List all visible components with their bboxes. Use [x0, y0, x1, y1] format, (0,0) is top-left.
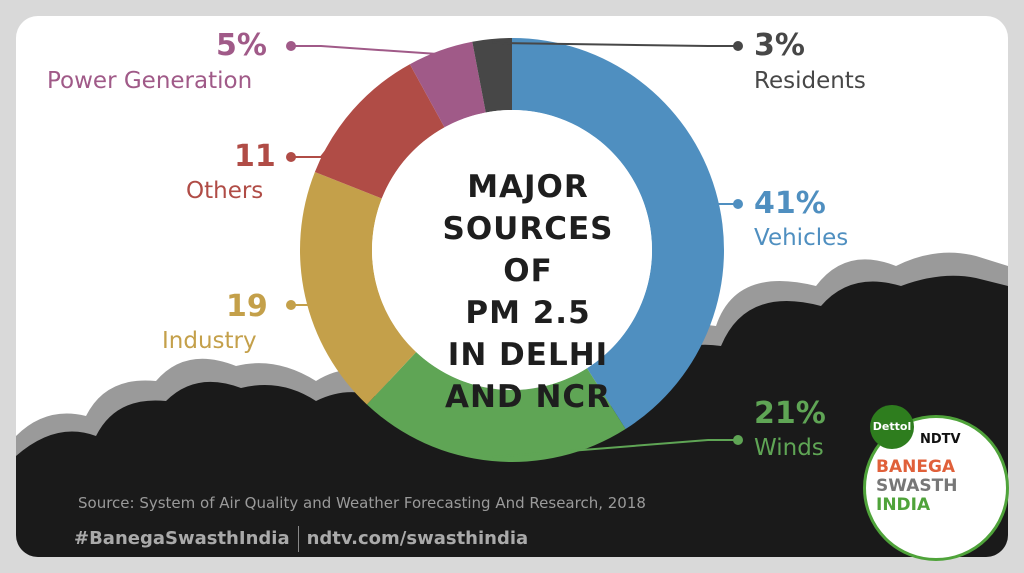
slice-industry [300, 171, 417, 405]
residents-label: Residents [754, 68, 866, 94]
site-link[interactable]: ndtv.com/swasthindia [306, 528, 529, 549]
logo-line: BANEGA [876, 457, 956, 477]
title-line: AND NCR [444, 379, 612, 415]
donut-chart [16, 38, 1008, 557]
others-value: 11 [234, 139, 276, 174]
residents-value: 3% [754, 28, 805, 63]
leader-dot [286, 152, 296, 162]
power-value: 5% [216, 28, 267, 63]
title-line: MAJOR [467, 169, 589, 205]
leader-dot [733, 435, 743, 445]
slice-power-generation [409, 41, 486, 128]
others-label: Others [186, 178, 264, 204]
donut-hole [372, 110, 652, 390]
power-label: Power Generation [47, 68, 253, 94]
logo-line: SWASTH [876, 476, 958, 496]
title-line: IN DELHI [447, 337, 609, 373]
logo-line: INDIA [876, 495, 931, 515]
infographic-card: MAJOR SOURCES OF PM 2.5 IN DELHI AND NCR… [16, 16, 1008, 557]
leader-dot [733, 199, 743, 209]
vehicles-label: Vehicles [754, 225, 849, 251]
slice-residents [472, 38, 512, 113]
logo-text: BANEGA SWASTH INDIA [876, 458, 957, 515]
hashtag: #BanegaSwasthIndia [74, 528, 290, 549]
vehicles-value: 41% [754, 186, 826, 221]
winds-label: Winds [754, 435, 824, 461]
industry-value: 19 [226, 289, 268, 324]
slice-others [314, 64, 445, 199]
leader-line [492, 41, 738, 47]
leader-line [291, 111, 357, 158]
dettol-logo: Dettol [870, 405, 914, 449]
chart-title: MAJOR SOURCES OF PM 2.5 IN DELHI AND NCR [428, 166, 628, 418]
leader-line [291, 45, 442, 56]
winds-value: 21% [754, 396, 826, 431]
leader-dot [733, 41, 743, 51]
divider [297, 526, 299, 552]
leader-dot [286, 41, 296, 51]
leader-dot [286, 300, 296, 310]
title-line: PM 2.5 [465, 295, 591, 331]
title-line: SOURCES OF [442, 211, 614, 289]
footer-tags: #BanegaSwasthIndia ndtv.com/swasthindia [74, 526, 528, 552]
leader-line [291, 295, 311, 306]
leader-line [492, 439, 738, 459]
source-note: Source: System of Air Quality and Weathe… [78, 494, 646, 512]
ndtv-logo: NDTV [920, 432, 961, 447]
slice-vehicles [512, 38, 724, 429]
leader-line [710, 191, 738, 205]
industry-label: Industry [162, 328, 257, 354]
slice-winds [366, 352, 626, 462]
